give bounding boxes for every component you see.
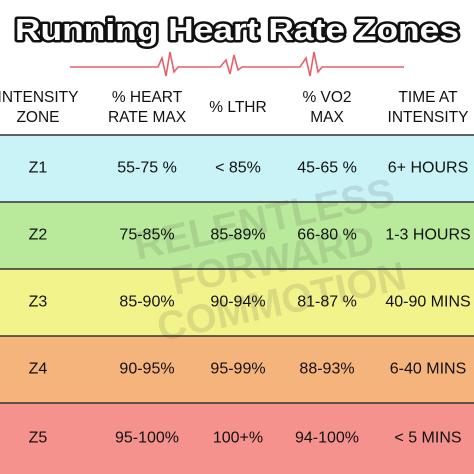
- header-cell: ZONE: [16, 109, 59, 126]
- header-cell: TIME AT: [398, 89, 458, 106]
- table-cell: 1-3 HOURS: [385, 227, 470, 244]
- table-cell: 81-87 %: [297, 294, 357, 311]
- table-cell: 6+ HOURS: [388, 160, 468, 177]
- table-cell: Z1: [29, 160, 48, 177]
- header-cell: INTENSITY: [388, 109, 469, 126]
- table-cell: 85-90%: [119, 294, 174, 311]
- table-cell: < 5 MINS: [394, 430, 461, 447]
- header-cell: MAX: [310, 109, 344, 126]
- table-cell: 90-95%: [119, 361, 174, 378]
- row-background: [0, 269, 474, 336]
- table-cell: 55-75 %: [117, 160, 177, 177]
- heartbeat-line: [70, 51, 404, 77]
- table-cell: 40-90 MINS: [385, 294, 470, 311]
- table-cell: 85-89%: [210, 227, 265, 244]
- table-header: INTENSITY ZONE % HEART RATE MAX % LTHR % VO2 M…: [0, 89, 468, 126]
- table-cell: 45-65 %: [297, 160, 357, 177]
- table-cell: < 85%: [215, 160, 261, 177]
- table-cell: 95-100%: [115, 430, 179, 447]
- table-cell: Z5: [29, 430, 48, 447]
- row-background: [0, 202, 474, 269]
- table-cell: 95-99%: [210, 361, 265, 378]
- table-cell: 94-100%: [295, 430, 359, 447]
- table-cell: 66-80 %: [297, 227, 357, 244]
- table-cell: Z2: [29, 227, 48, 244]
- table: Z1 55-75 % < 85% 45-65 % 6+ HOURS Z2 75-85% 85-…: [0, 134, 474, 474]
- title: Running Heart Rate Zones: [15, 12, 459, 47]
- row-background: [0, 135, 474, 202]
- header-cell: % LTHR: [209, 99, 266, 116]
- table-cell: Z4: [29, 361, 48, 378]
- header-cell: % VO2: [302, 89, 351, 106]
- row-background: [0, 403, 474, 474]
- header-cell: INTENSITY: [0, 89, 78, 106]
- table-cell: 100+%: [213, 430, 263, 447]
- table-cell: 90-94%: [210, 294, 265, 311]
- header-cell: % HEART: [112, 89, 183, 106]
- table-cell: Z3: [29, 294, 48, 311]
- table-cell: 75-85%: [119, 227, 174, 244]
- header-cell: RATE MAX: [108, 109, 187, 126]
- table-cell: 88-93%: [299, 361, 354, 378]
- row-background: [0, 336, 474, 403]
- table-cell: 6-40 MINS: [390, 361, 466, 378]
